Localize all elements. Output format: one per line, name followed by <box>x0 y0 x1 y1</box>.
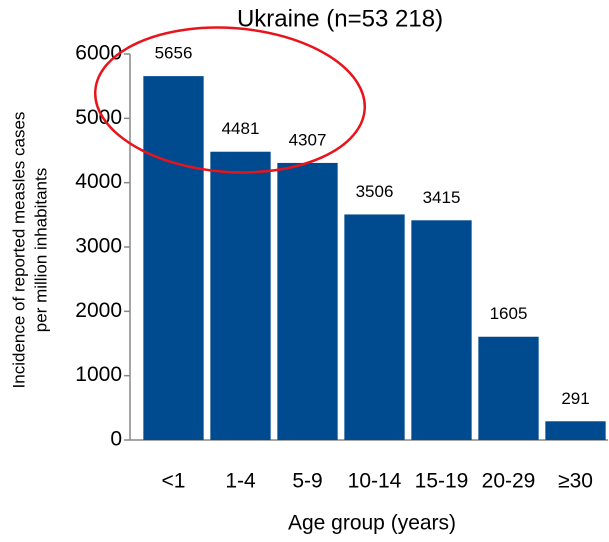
chart-title: Ukraine (n=53 218) <box>237 5 443 32</box>
y-tick-label: 2000 <box>75 299 122 322</box>
data-label: 5656 <box>155 44 193 63</box>
bar <box>411 220 472 440</box>
data-label: 3415 <box>423 188 461 207</box>
x-tick-label: 20-29 <box>482 470 536 493</box>
bar <box>143 76 204 440</box>
data-label: 291 <box>561 389 589 408</box>
bar <box>210 151 271 440</box>
y-tick-label: 6000 <box>75 42 122 65</box>
data-label: 1605 <box>490 304 528 323</box>
x-tick-label: ≥30 <box>558 470 593 493</box>
highlight-ellipse <box>93 26 367 174</box>
x-tick-label: <1 <box>162 470 186 493</box>
bar <box>545 421 606 440</box>
y-tick-label: 4000 <box>75 170 122 193</box>
bar <box>277 162 338 441</box>
data-label: 4307 <box>289 130 327 149</box>
x-tick-label: 5-9 <box>292 470 322 493</box>
y-tick-label: 1000 <box>75 363 122 386</box>
x-tick-label: 10-14 <box>348 470 402 493</box>
x-tick-label: 15-19 <box>415 470 469 493</box>
bar <box>344 214 405 440</box>
y-tick-label: 3000 <box>75 235 122 258</box>
y-axis-label: Incidence of reported measles cases <box>9 112 28 389</box>
x-tick-label: 1-4 <box>225 470 256 493</box>
bar <box>478 336 539 440</box>
y-tick-label: 5000 <box>75 106 122 129</box>
y-axis-label: per million inhabitants <box>31 168 50 332</box>
data-label: 4481 <box>222 119 260 138</box>
x-axis-label: Age group (years) <box>288 512 456 535</box>
data-label: 3506 <box>356 182 394 201</box>
y-tick-label: 0 <box>110 428 122 451</box>
